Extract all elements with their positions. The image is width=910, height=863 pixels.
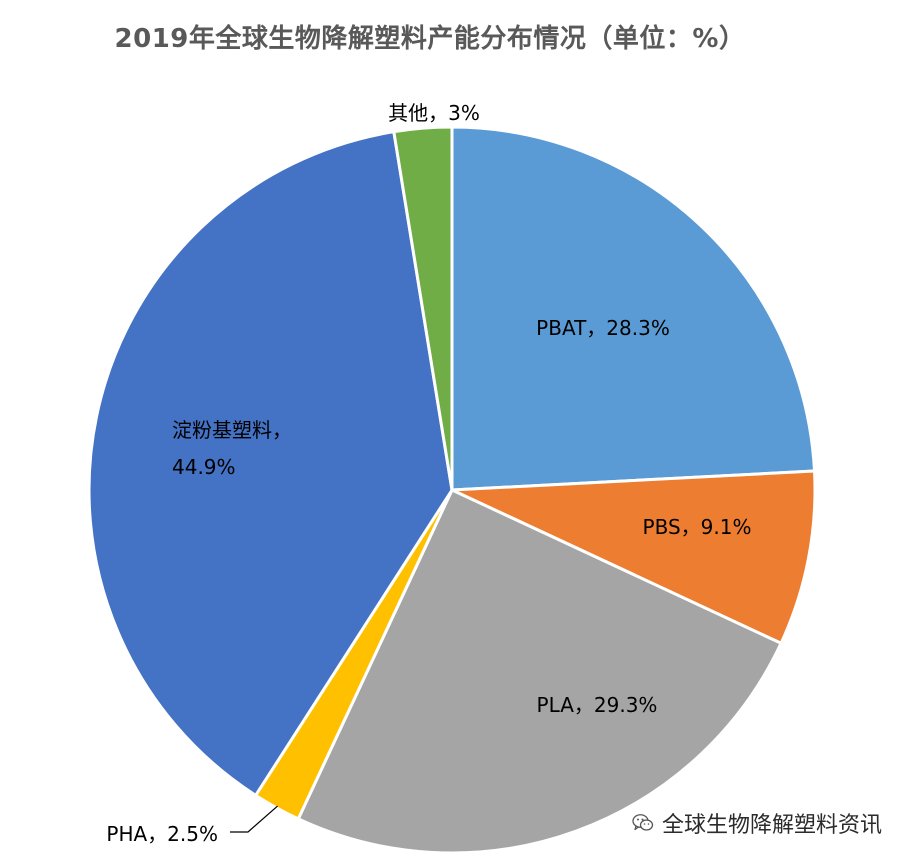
watermark: 全球生物降解塑料资讯 bbox=[632, 808, 882, 838]
slice-label-淀粉基塑料: 淀粉基塑料， 44.9% bbox=[172, 418, 292, 479]
pie-slice-淀粉基塑料 bbox=[87, 130, 454, 797]
pie-slice-其他 bbox=[392, 125, 454, 492]
wechat-icon bbox=[632, 814, 654, 831]
pie-slice-PBAT bbox=[450, 125, 817, 492]
watermark-text: 全球生物降解塑料资讯 bbox=[662, 813, 883, 838]
pie-slice-PLA bbox=[296, 488, 783, 855]
slice-label-其他: 其他，3% bbox=[388, 101, 480, 125]
slice-label-PLA: PLA，29.3% bbox=[537, 693, 658, 717]
slice-label-PBS: PBS，9.1% bbox=[643, 515, 752, 539]
pie-slice-PBS bbox=[450, 469, 817, 645]
leader-line-PHA bbox=[230, 805, 278, 833]
slice-label-PBAT: PBAT，28.3% bbox=[536, 316, 670, 340]
chart-title: 2019年全球生物降解塑料产能分布情况（单位：%） bbox=[114, 24, 746, 54]
slice-label-PHA: PHA，2.5% bbox=[106, 822, 218, 846]
